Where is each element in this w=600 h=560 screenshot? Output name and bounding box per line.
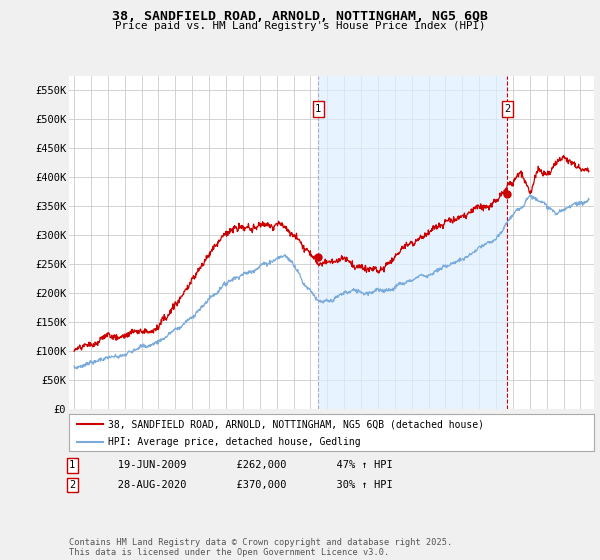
Text: 1: 1 (69, 460, 75, 470)
Text: HPI: Average price, detached house, Gedling: HPI: Average price, detached house, Gedl… (109, 437, 361, 447)
Text: 1: 1 (315, 104, 322, 114)
Bar (319, 76, 507, 409)
Text: 38, SANDFIELD ROAD, ARNOLD, NOTTINGHAM, NG5 6QB (detached house): 38, SANDFIELD ROAD, ARNOLD, NOTTINGHAM, … (109, 419, 484, 429)
Text: Contains HM Land Registry data © Crown copyright and database right 2025.
This d: Contains HM Land Registry data © Crown c… (69, 538, 452, 557)
Text: 2: 2 (504, 104, 511, 114)
Text: 38, SANDFIELD ROAD, ARNOLD, NOTTINGHAM, NG5 6QB: 38, SANDFIELD ROAD, ARNOLD, NOTTINGHAM, … (112, 10, 488, 23)
Text: 28-AUG-2020        £370,000        30% ↑ HPI: 28-AUG-2020 £370,000 30% ↑ HPI (99, 480, 393, 490)
Text: 2: 2 (69, 480, 75, 490)
Text: 19-JUN-2009        £262,000        47% ↑ HPI: 19-JUN-2009 £262,000 47% ↑ HPI (99, 460, 393, 470)
Text: Price paid vs. HM Land Registry's House Price Index (HPI): Price paid vs. HM Land Registry's House … (115, 21, 485, 31)
